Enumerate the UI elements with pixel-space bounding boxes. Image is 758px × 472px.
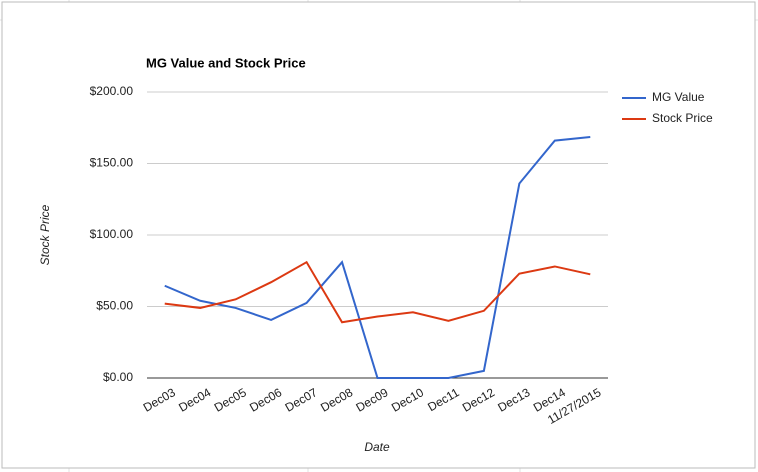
y-tick-label: $200.00 (90, 84, 134, 98)
y-axis-title: Stock Price (38, 204, 52, 265)
y-tick-label: $100.00 (90, 227, 134, 241)
series-line (164, 136, 591, 379)
legend-label: MG Value (652, 90, 705, 104)
series-line (164, 260, 591, 324)
chart-title: MG Value and Stock Price (146, 55, 306, 70)
y-tick-label: $150.00 (90, 156, 134, 170)
x-axis-title: Date (364, 440, 390, 454)
legend-label: Stock Price (652, 111, 713, 125)
y-tick-label: $0.00 (103, 370, 133, 384)
y-tick-label: $50.00 (96, 299, 133, 313)
